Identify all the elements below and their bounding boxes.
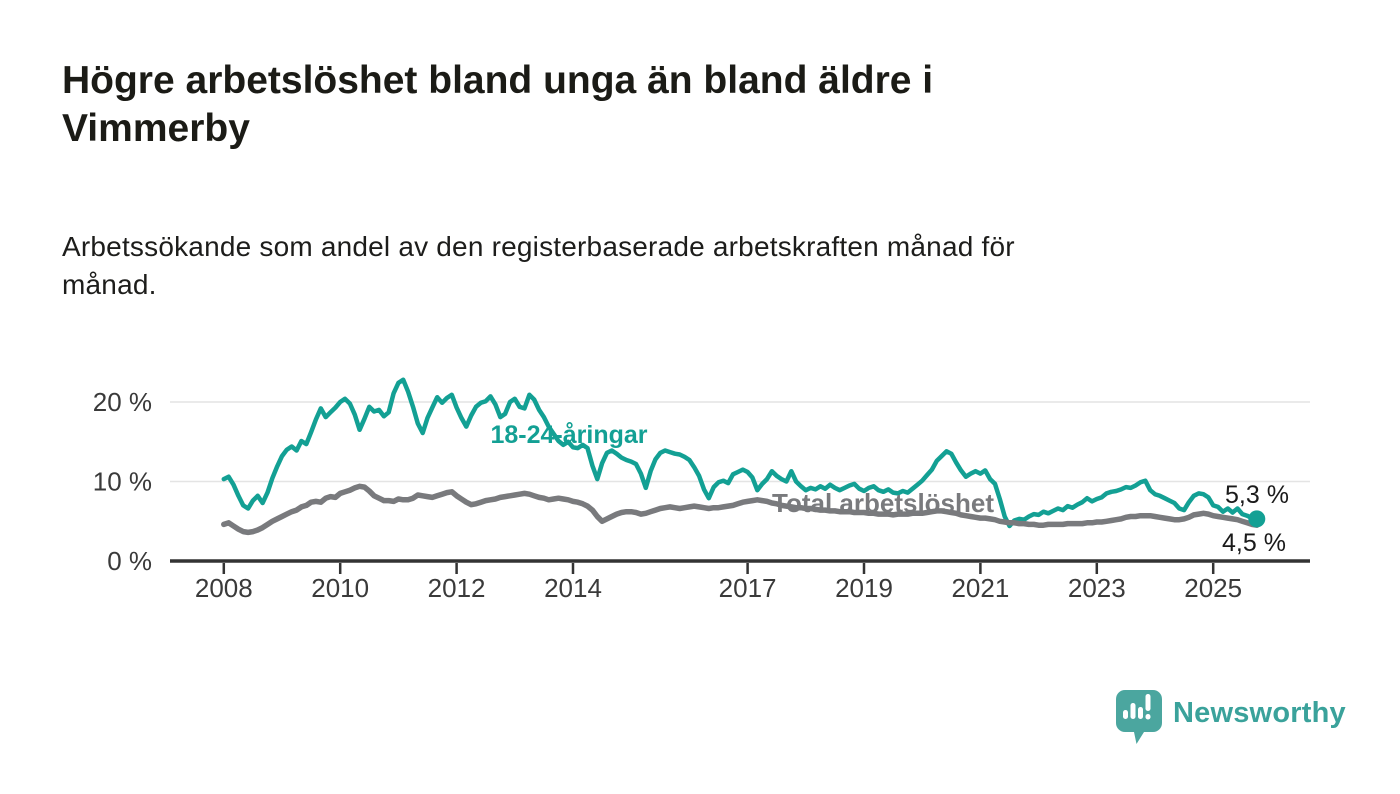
end-value-label-total: 4,5 %	[1222, 529, 1286, 557]
x-axis-label-2010: 2010	[311, 573, 369, 603]
x-axis-label-2017: 2017	[719, 573, 777, 603]
y-axis-label-20: 20 %	[93, 387, 152, 417]
x-axis-label-2023: 2023	[1068, 573, 1126, 603]
newsworthy-logo-text: Newsworthy	[1173, 696, 1346, 729]
chart-description-line-2: månad.	[62, 269, 157, 300]
series-label-total: Total arbetslöshet	[772, 488, 994, 518]
newsworthy-logo: Newsworthy	[1113, 684, 1346, 748]
y-axis-label-10: 10 %	[93, 467, 152, 497]
x-axis-label-2014: 2014	[544, 573, 602, 603]
page-title: Högre arbetslöshet bland unga än bland ä…	[62, 57, 1222, 153]
x-axis-label-2019: 2019	[835, 573, 893, 603]
newsworthy-logo-icon	[1116, 690, 1162, 744]
x-axis-label-2012: 2012	[428, 573, 486, 603]
x-axis-label-2021: 2021	[951, 573, 1009, 603]
y-axis-label-0: 0 %	[107, 546, 152, 576]
chart-description-line-1: Arbetssökande som andel av den registerb…	[62, 231, 1015, 262]
series-line-total	[221, 483, 1260, 536]
series-label-youth: 18-24-åringar	[490, 421, 647, 449]
end-value-label-youth: 5,3 %	[1225, 481, 1289, 509]
chart-description: Arbetssökande som andel av den registerb…	[62, 228, 1262, 304]
x-axis-label-2025: 2025	[1184, 573, 1242, 603]
series-line-youth	[221, 377, 1260, 529]
x-axis-label-2008: 2008	[195, 573, 253, 603]
page-title-line-2: Vimmerby	[62, 107, 250, 150]
series-end-dot-youth	[1248, 510, 1266, 528]
page-title-line-1: Högre arbetslöshet bland unga än bland ä…	[62, 59, 934, 102]
